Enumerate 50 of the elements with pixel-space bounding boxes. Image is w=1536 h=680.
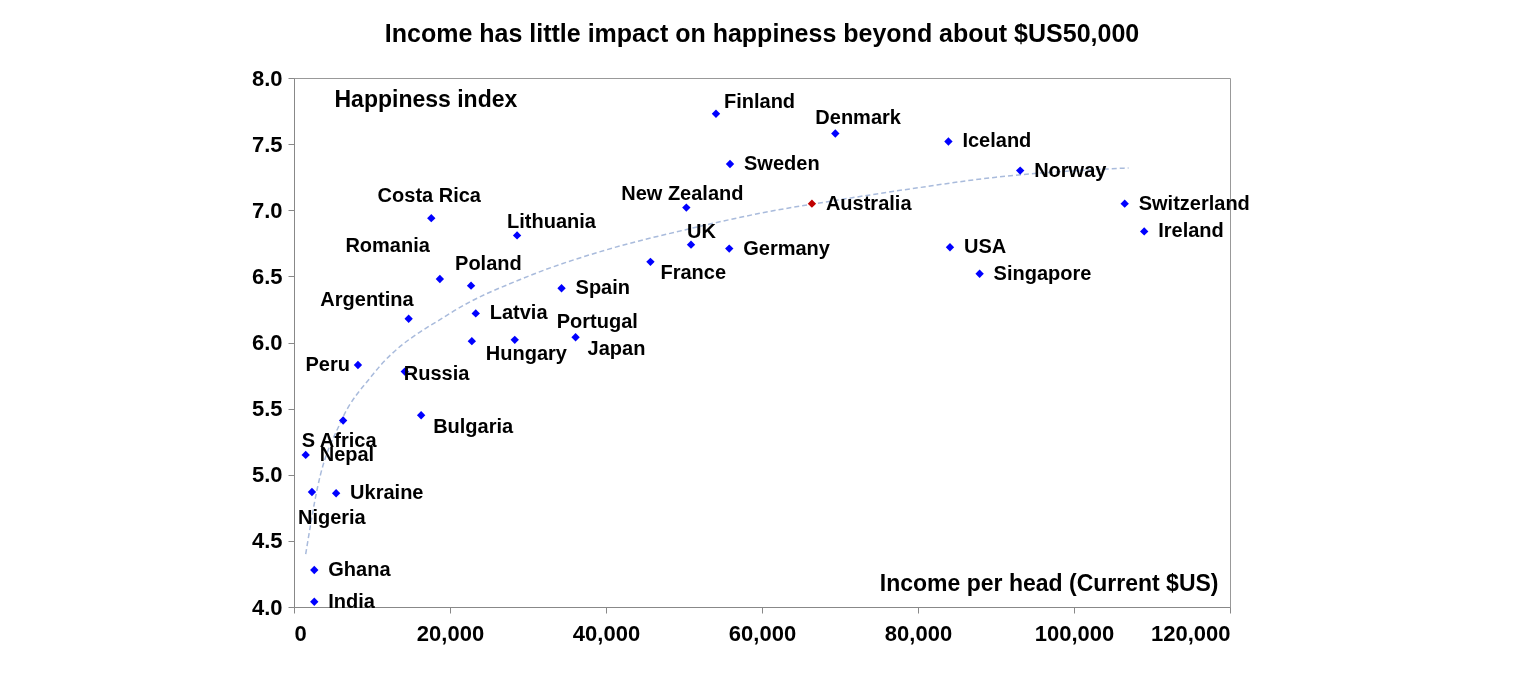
annotation: Japan (587, 337, 646, 360)
y-tick-label: 7.0 (251, 197, 283, 223)
annotation: Nigeria (297, 505, 367, 528)
annotation: Costa Rica (377, 184, 482, 207)
x-tick-label: 80,000 (884, 620, 953, 646)
y-tick-label: 4.0 (251, 594, 283, 620)
annotation: France (660, 260, 727, 283)
annotation: Iceland (962, 129, 1032, 152)
annotation: Ireland (1158, 219, 1224, 242)
y-tick-label: 6.5 (251, 263, 283, 289)
annotation: Portugal (556, 309, 638, 332)
annotation: Poland (455, 251, 522, 274)
chart-title: Income has little impact on happiness beyond about $US50,000 (384, 19, 1140, 47)
annotation: Denmark (815, 105, 902, 128)
annotation: New Zealand (621, 181, 744, 204)
y-tick-label: 8.0 (251, 65, 283, 91)
annotation: Peru (305, 352, 350, 375)
annotation: Ghana (328, 557, 392, 580)
x-tick-label: 120,000 (1150, 620, 1231, 646)
annotation: Singapore (993, 261, 1092, 284)
y-tick-label: 5.0 (251, 462, 283, 488)
annotation: Lithuania (507, 210, 597, 233)
y-tick-label: 7.5 (251, 131, 283, 157)
annotation: Germany (743, 236, 831, 259)
x-tick-label: 0 (294, 620, 307, 646)
annotation: Russia (403, 361, 471, 384)
x-tick-label: 60,000 (728, 620, 797, 646)
x-axis-title: Income per head (Current $US) (879, 569, 1219, 596)
annotation: Hungary (485, 342, 568, 365)
annotation: Latvia (489, 301, 549, 324)
annotation: Bulgaria (433, 415, 515, 438)
annotation: Sweden (744, 151, 820, 174)
y-tick-label: 6.0 (251, 330, 283, 355)
annotation: USA (963, 235, 1007, 258)
x-tick-label: 40,000 (572, 620, 641, 646)
annotation: India (328, 589, 376, 612)
annotation: Ukraine (350, 481, 424, 504)
annotation: UK (687, 219, 717, 242)
y-axis-title: Happiness index (334, 85, 518, 112)
y-tick-label: 4.5 (251, 528, 283, 554)
x-tick-label: 20,000 (416, 620, 485, 646)
annotation: Finland (723, 89, 796, 112)
annotation: Argentina (320, 287, 415, 310)
annotation: Switzerland (1138, 191, 1250, 214)
annotation: Australia (825, 191, 913, 214)
annotation: Norway (1034, 158, 1108, 181)
annotation: Spain (575, 276, 630, 299)
y-tick-label: 5.5 (251, 396, 283, 422)
annotation: Romania (345, 234, 431, 257)
x-tick-label: 100,000 (1034, 620, 1115, 646)
